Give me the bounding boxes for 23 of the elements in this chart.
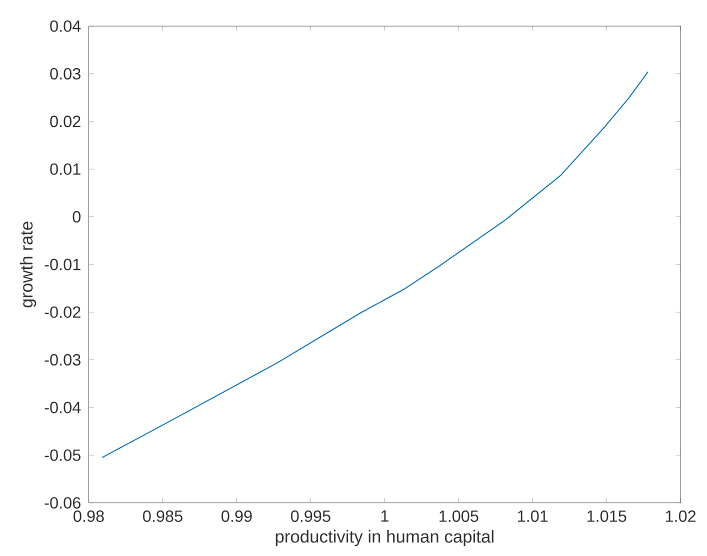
x-axis-title: productivity in human capital <box>276 530 494 546</box>
x-tick-label: 1.02 <box>666 510 696 522</box>
y-tick-label: -0.02 <box>44 306 80 318</box>
x-tick-label: 0.98 <box>74 510 104 522</box>
y-tick-label: 0.02 <box>50 116 80 128</box>
x-tick-label: 0.99 <box>222 510 252 522</box>
y-tick-label: -0.04 <box>44 402 81 414</box>
x-tick-label: 0.985 <box>143 510 182 522</box>
y-tick-label: -0.05 <box>44 450 80 462</box>
y-tick-label: 0 <box>72 211 81 223</box>
y-tick-label: -0.06 <box>44 497 80 509</box>
line-series <box>102 71 649 458</box>
y-tick-label: 0.04 <box>50 20 81 32</box>
x-tick-label: 1 <box>381 510 388 522</box>
x-tick-label: 1.01 <box>518 510 548 522</box>
y-tick-label: -0.03 <box>44 354 80 366</box>
y-tick-label: 0.01 <box>50 163 80 176</box>
y-tick-label: -0.01 <box>44 258 80 270</box>
y-axis-title: growth rate <box>20 222 36 308</box>
x-tick-label: 1.005 <box>440 510 478 522</box>
y-tick-label: 0.03 <box>50 68 80 80</box>
x-tick-label: 0.995 <box>290 510 330 522</box>
x-tick-label: 1.015 <box>587 510 626 522</box>
